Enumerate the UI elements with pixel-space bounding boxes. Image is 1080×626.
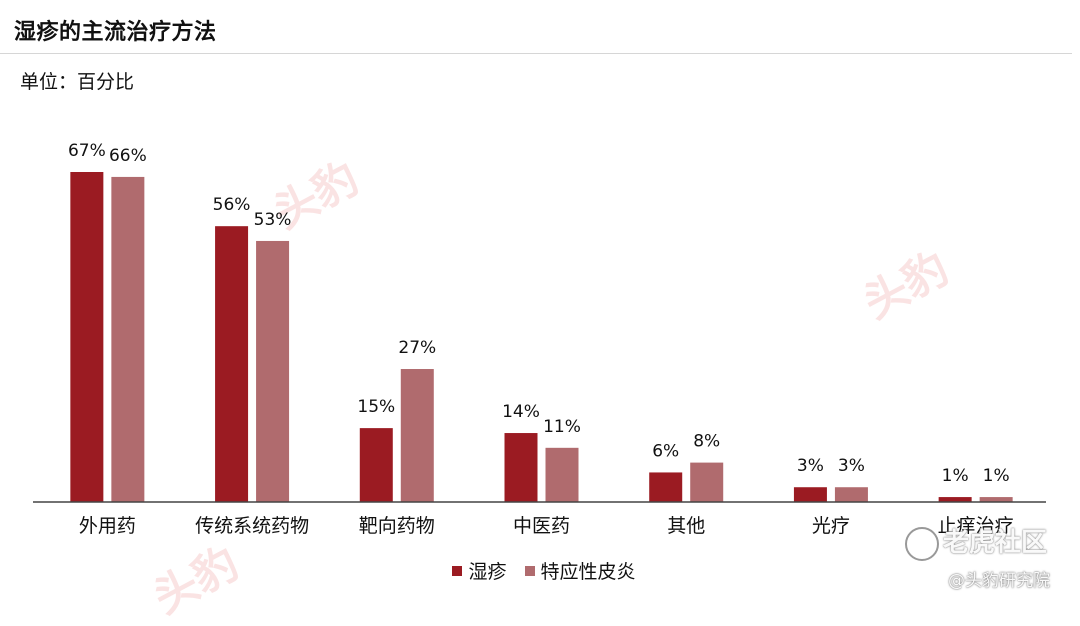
data-label: 67% bbox=[68, 141, 106, 161]
bar-atopic bbox=[979, 497, 1013, 502]
community-watermark: 老虎社区 bbox=[905, 522, 1047, 561]
x-tick-label: 其他 bbox=[667, 515, 705, 537]
data-label: 1% bbox=[942, 466, 969, 486]
unit-label: 单位：百分比 bbox=[20, 71, 135, 93]
x-tick-label: 外用药 bbox=[79, 515, 136, 537]
data-label: 27% bbox=[398, 338, 436, 358]
data-label: 11% bbox=[543, 417, 581, 437]
bar-atopic bbox=[834, 487, 868, 502]
bar-atopic bbox=[545, 447, 579, 502]
data-label: 14% bbox=[502, 402, 540, 422]
bar-atopic bbox=[256, 240, 290, 502]
page-title: 湿疹的主流治疗方法 bbox=[14, 20, 217, 45]
legend-label-eczema: 湿疹 bbox=[468, 561, 507, 583]
bar-eczema bbox=[215, 226, 249, 502]
legend-swatch-atopic bbox=[524, 565, 535, 576]
data-label: 56% bbox=[213, 195, 251, 215]
bar-eczema bbox=[938, 497, 972, 502]
source-watermark: @头豹研究院 bbox=[948, 571, 1050, 591]
legend-item-atopic: 特应性皮炎 bbox=[524, 557, 636, 584]
x-tick-label: 传统系统药物 bbox=[195, 515, 309, 537]
bar-eczema bbox=[359, 428, 393, 502]
bar-atopic bbox=[111, 176, 145, 503]
legend-item-eczema: 湿疹 bbox=[452, 557, 507, 584]
bar-eczema bbox=[504, 433, 538, 502]
bar-eczema bbox=[793, 487, 827, 502]
x-tick-label: 中医药 bbox=[513, 515, 570, 537]
bar-atopic bbox=[400, 369, 434, 502]
bar-eczema bbox=[70, 172, 104, 502]
community-watermark-text: 老虎社区 bbox=[943, 528, 1048, 558]
legend-label-atopic: 特应性皮炎 bbox=[540, 561, 636, 583]
data-label: 3% bbox=[838, 456, 865, 476]
x-tick-label: 光疗 bbox=[812, 515, 850, 537]
data-label: 8% bbox=[693, 432, 720, 452]
bar-eczema bbox=[649, 472, 683, 502]
bar-chart: 67% 66% 外用药 56%53% 传统系统药物 15% 27% 靶向药物 14%11% 中医药… bbox=[33, 141, 1046, 537]
x-tick-label: 靶向药物 bbox=[359, 515, 435, 537]
data-label: 15% bbox=[357, 397, 395, 417]
title-divider bbox=[0, 53, 1072, 54]
bar-atopic bbox=[690, 462, 724, 502]
legend-swatch-eczema bbox=[452, 565, 463, 576]
data-label: 6% bbox=[652, 441, 679, 461]
data-label: 1% bbox=[983, 466, 1010, 486]
chart-legend: 湿疹 特应性皮炎 bbox=[4, 557, 1080, 584]
x-tick-label: 止痒治疗 bbox=[938, 515, 1014, 537]
data-label: 66% bbox=[109, 146, 147, 166]
community-logo-icon bbox=[905, 526, 939, 561]
data-label: 3% bbox=[797, 456, 824, 476]
data-label: 53% bbox=[254, 210, 292, 230]
